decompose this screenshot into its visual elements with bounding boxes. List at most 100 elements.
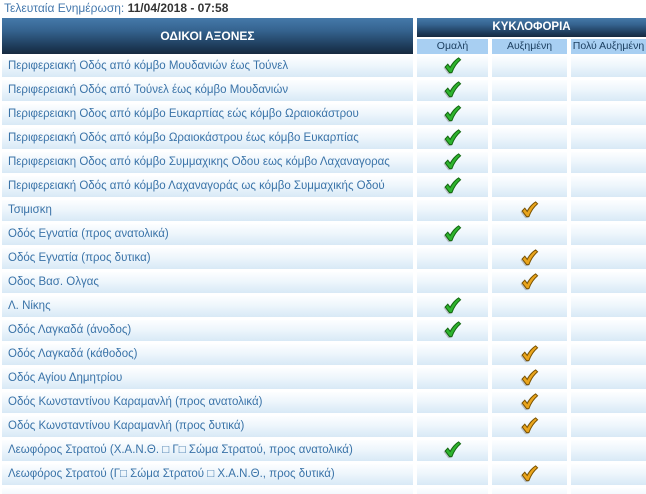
status-cell-very-increased — [571, 368, 646, 389]
table-row: Οδός Λαγκαδά (κάθοδος) — [0, 344, 646, 365]
normal-check-icon — [443, 225, 462, 242]
road-name-label: Οδός Εγνατία (προς ανατολικά) — [8, 228, 169, 240]
increased-check-icon — [520, 345, 539, 362]
road-name-label: Οδός Αγίου Δημητρίου — [8, 372, 123, 384]
road-name-cell: Οδός Λαγκαδά (κάθοδος) — [2, 344, 413, 365]
increased-check-icon — [520, 201, 539, 218]
road-name-cell: Οδός Εγνατία (προς δυτικα) — [2, 248, 413, 269]
table-body: Περιφερειακή Οδός από κόμβο Μουδανιών έω… — [0, 56, 646, 494]
road-name-cell: Οδός Εγνατία (προς ανατολικά) — [2, 224, 413, 245]
road-name-label: Περιφερειακή Οδός από κόμβο Μουδανιών έω… — [8, 60, 289, 72]
status-cell-increased — [492, 320, 567, 341]
status-cell-increased — [492, 368, 567, 389]
status-cell-normal — [417, 320, 488, 341]
road-name-cell: Περιφερειακή Οδός από κόμβο Ωραιοκάστρου… — [2, 128, 413, 149]
road-name-label: Λεωφόρος Στρατού (Γ□ Σώμα Στρατού □ Χ.Α.… — [8, 468, 335, 480]
road-name-cell: Τσιμισκη — [2, 200, 413, 221]
road-name-label: Οδός Λαγκαδά (άνοδος) — [8, 324, 132, 336]
table-row: Λεωφόρος Στρατού (Χ.Α.Ν.Θ. □ Γ□ Σώμα Στρ… — [0, 440, 646, 461]
road-name-label: Οδός Κωνσταντίνου Καραμανλή (προς ανατολ… — [8, 396, 263, 408]
normal-check-icon — [443, 153, 462, 170]
status-cell-very-increased — [571, 152, 646, 173]
subheader-very-increased: Πολύ Αυξημένη — [571, 39, 646, 54]
road-name-label: Οδός Κωνσταντίνου Καραμανλή (προς δυτικά… — [8, 420, 245, 432]
normal-check-icon — [443, 105, 462, 122]
road-name-label: Τσιμισκη — [8, 204, 52, 216]
status-cell-normal — [417, 296, 488, 317]
status-cell-very-increased — [571, 128, 646, 149]
increased-check-icon — [520, 417, 539, 434]
status-cell-very-increased — [571, 56, 646, 77]
table-row: Περιφερειακη Οδος από κόμβο Ευκαρπίας εώ… — [0, 104, 646, 125]
road-name-cell: Οδός Κωνσταντίνου Καραμανλή (προς ανατολ… — [2, 392, 413, 413]
status-cell-very-increased — [571, 248, 646, 269]
status-cell-very-increased — [571, 392, 646, 413]
status-cell-increased — [492, 104, 567, 125]
status-cell-very-increased — [571, 272, 646, 293]
table-row: Οδός Κωνσταντίνου Καραμανλή (προς δυτικά… — [0, 416, 646, 437]
status-cell-very-increased — [571, 416, 646, 437]
road-name-cell: Οδός Αγίου Δημητρίου — [2, 368, 413, 389]
table-row: Περιφερειακή Οδός από Τούνελ έως κόμβο Μ… — [0, 80, 646, 101]
road-name-cell: Λεωφόρος Στρατού (Γ□ Σώμα Στρατού □ Χ.Α.… — [2, 464, 413, 485]
road-name-cell: Περιφερειακή Οδός από Τούνελ έως κόμβο Μ… — [2, 80, 413, 101]
status-cell-very-increased — [571, 200, 646, 221]
status-cell-increased — [492, 440, 567, 461]
road-name-cell: Περιφερειακή Οδός από κόμβο Μουδανιών έω… — [2, 56, 413, 77]
status-cell-very-increased — [571, 224, 646, 245]
road-name-cell: Οδος Βασ. Ολγας — [2, 272, 413, 293]
road-name-cell: Λεωφόρος Στρατού (Χ.Α.Ν.Θ. □ Γ□ Σώμα Στρ… — [2, 440, 413, 461]
normal-check-icon — [443, 81, 462, 98]
road-name-cell: Οδός Κωνσταντίνου Καραμανλή (προς δυτικά… — [2, 416, 413, 437]
road-name-cell: Περιφερειακη Οδος από κόμβο Ευκαρπίας εώ… — [2, 104, 413, 125]
increased-check-icon — [520, 249, 539, 266]
status-cell-increased — [492, 392, 567, 413]
road-name-cell: Περιφερειακη Οδος από κόμβο Συμμαχικης Ο… — [2, 152, 413, 173]
status-cell-normal — [417, 104, 488, 125]
status-cell-very-increased — [571, 488, 646, 494]
table-row: Οδός Λαγκαδά (άνοδος) — [0, 320, 646, 341]
status-cell-increased — [492, 176, 567, 197]
table-row: Περιφερειακή Οδός από κόμβο Ωραιοκάστρου… — [0, 128, 646, 149]
status-cell-normal — [417, 224, 488, 245]
road-name-label: Οδος Βασ. Ολγας — [8, 276, 99, 288]
status-cell-increased — [492, 464, 567, 485]
status-cell-increased — [492, 296, 567, 317]
status-cell-normal — [417, 464, 488, 485]
status-cell-very-increased — [571, 344, 646, 365]
status-cell-very-increased — [571, 296, 646, 317]
status-cell-normal — [417, 416, 488, 437]
table-row — [0, 488, 646, 494]
status-cell-increased — [492, 152, 567, 173]
normal-check-icon — [443, 321, 462, 338]
table-row: Οδος Βασ. Ολγας — [0, 272, 646, 293]
status-cell-increased — [492, 344, 567, 365]
status-cell-normal — [417, 392, 488, 413]
road-name-cell: Οδός Λαγκαδά (άνοδος) — [2, 320, 413, 341]
table-row: Οδός Κωνσταντίνου Καραμανλή (προς ανατολ… — [0, 392, 646, 413]
status-cell-normal — [417, 56, 488, 77]
status-cell-increased — [492, 416, 567, 437]
subheader-normal: Ομαλή — [417, 39, 488, 54]
status-cell-very-increased — [571, 440, 646, 461]
status-cell-very-increased — [571, 176, 646, 197]
status-cell-normal — [417, 248, 488, 269]
increased-check-icon — [520, 273, 539, 290]
road-name-label: Λ. Νίκης — [8, 300, 51, 312]
road-name-label: Οδός Λαγκαδά (κάθοδος) — [8, 348, 138, 360]
status-cell-normal — [417, 128, 488, 149]
road-name-cell — [2, 488, 413, 494]
status-cell-normal — [417, 440, 488, 461]
normal-check-icon — [443, 57, 462, 74]
increased-check-icon — [520, 393, 539, 410]
last-update-value: 11/04/2018 - 07:58 — [127, 1, 229, 15]
status-cell-increased — [492, 248, 567, 269]
road-name-label: Περιφερειακή Οδός από Τούνελ έως κόμβο Μ… — [8, 84, 289, 96]
status-cell-normal — [417, 152, 488, 173]
status-cell-increased — [492, 56, 567, 77]
status-cell-normal — [417, 344, 488, 365]
table-row: Λ. Νίκης — [0, 296, 646, 317]
table-row: Οδός Εγνατία (προς ανατολικά) — [0, 224, 646, 245]
status-cell-normal — [417, 176, 488, 197]
